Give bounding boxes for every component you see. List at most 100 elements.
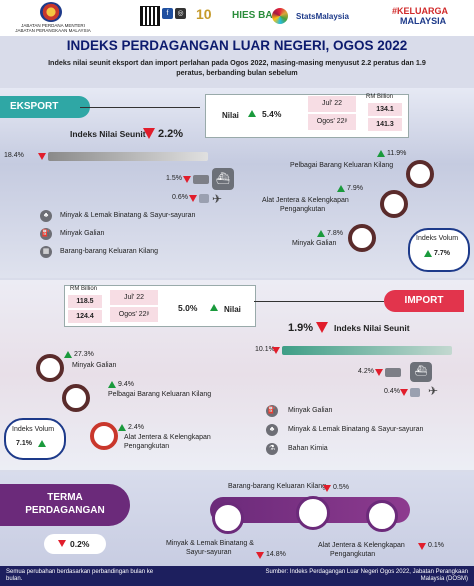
export-right2-item-a: Alat Jentera & Kelengkapan	[262, 197, 349, 204]
export-bar2-down-icon	[183, 176, 191, 183]
import-nilai-label: Nilai	[224, 305, 241, 314]
import-left2-pct: 9.4%	[118, 381, 134, 388]
import-ins-down-icon	[316, 322, 328, 333]
import-bar3	[410, 388, 420, 397]
import-oil-icon: ⛽	[266, 405, 278, 417]
export-volume-pct: 7.7%	[434, 250, 450, 257]
import-divider	[254, 301, 384, 302]
footer-source-2: Malaysia (DOSM)	[240, 576, 468, 583]
import-month1: Jul' 22	[110, 290, 158, 305]
export-right2-up-icon	[337, 185, 345, 192]
export-ins-label: Indeks Nilai Seunit	[70, 129, 146, 139]
terms-item1-a: Minyak & Lemak Binatang &	[166, 540, 254, 547]
export-donut-oil-icon	[348, 224, 376, 252]
subtitle-line-2: peratus, berbanding bulan sebelum	[20, 68, 454, 78]
import-left3-item-a: Alat Jentera & Kelengkapan	[124, 434, 211, 441]
export-month2: Ogos' 22ᵖ	[308, 114, 356, 130]
page-title: INDEKS PERDAGANGAN LUAR NEGERI, OGOS 202…	[0, 38, 474, 53]
import-bar2	[385, 368, 401, 377]
export-right3-up-icon	[317, 230, 325, 237]
import-bar3-down-icon	[400, 389, 408, 396]
export-bar2	[193, 175, 209, 184]
import-left3-item-b: Pengangkutan	[124, 443, 169, 450]
import-volume-badge	[4, 418, 66, 460]
import-palm-oil-icon: ♣	[266, 424, 278, 436]
import-left3-pct: 2.4%	[128, 424, 144, 431]
ship-icon: ⛴	[212, 168, 234, 190]
footer-source-1: Sumber: Indeks Perdagangan Luar Negeri O…	[240, 569, 468, 576]
export-right2-pct: 7.9%	[347, 185, 363, 192]
import-left3-up-icon	[118, 424, 126, 431]
export-volume-up-icon	[424, 250, 432, 257]
import-bar3-pct: 0.4%	[384, 388, 400, 395]
terms-item2-b: Pengangkutan	[330, 551, 375, 558]
export-ins-pct: 2.2%	[158, 128, 183, 140]
sdg-wheel-icon	[272, 8, 288, 24]
hies-label: HIES BA	[232, 10, 273, 21]
terms-top-pct: 0.5%	[333, 484, 349, 491]
import-donut-machine-icon	[90, 422, 118, 450]
export-right1-up-icon	[377, 150, 385, 157]
import-volume-label: Indeks Volum	[12, 426, 54, 433]
footer: Semua perubahan berdasarkan perbandingan…	[0, 566, 474, 586]
export-month1: Jul' 22	[308, 96, 356, 112]
dept-line-2: JABATAN PERANGKAAN MALAYSIA	[8, 28, 98, 33]
terms-item2-a: Alat Jentera & Kelengkapan	[318, 542, 405, 549]
import-legend1: Minyak Galian	[288, 407, 332, 414]
import-val2: 124.4	[68, 310, 102, 323]
export-bar3-down-icon	[189, 195, 197, 202]
import-month2: Ogos' 22ᵖ	[110, 307, 158, 322]
facebook-icon[interactable]: f	[162, 8, 173, 19]
import-bar1-down-icon	[272, 347, 280, 354]
export-right3-item: Minyak Galian	[292, 240, 336, 247]
export-volume-label: Indeks Volum	[416, 235, 458, 242]
anniversary-logo-icon: 10	[196, 6, 224, 28]
footer-note: Semua perubahan berdasarkan perbandingan…	[6, 569, 153, 583]
stats-malaysia-logo: StatsMalaysia	[296, 12, 349, 21]
export-bar3-pct: 0.6%	[172, 194, 188, 201]
export-legend2: Minyak Galian	[60, 230, 104, 237]
factory-icon: ▦	[40, 246, 52, 258]
export-bar1	[48, 152, 208, 161]
footer-source: Sumber: Indeks Perdagangan Luar Negeri O…	[240, 569, 468, 583]
stats-label: StatsMalaysia	[296, 12, 349, 21]
import-val1: 118.5	[68, 295, 102, 308]
terms-top-item: Barang-barang Keluaran Kilang	[228, 483, 326, 490]
terms-factory-circle-icon	[296, 496, 330, 530]
social-media-icon[interactable]: ◎	[175, 8, 186, 19]
import-tag: IMPORT	[384, 290, 464, 312]
import-legend3: Bahan Kimia	[288, 445, 328, 452]
terms-item2-down-icon	[418, 543, 426, 550]
export-divider	[80, 107, 200, 108]
export-nilai-up-icon	[248, 110, 256, 117]
chemical-icon: ⚗	[266, 443, 278, 455]
import-plane-icon: ✈	[428, 384, 448, 396]
qr-code-icon[interactable]	[140, 6, 160, 26]
terms-tag-line-1: TERMA	[0, 491, 130, 504]
export-donut-factory-icon	[406, 160, 434, 188]
export-ins-down-icon	[143, 128, 155, 139]
export-right2-item-b: Pengangkutan	[280, 206, 325, 213]
import-donut-oil-icon	[36, 354, 64, 382]
import-rm-label: RM Billion	[70, 286, 97, 292]
terms-tag: TERMA PERDAGANGAN	[0, 484, 130, 526]
footer-note-2: bulan.	[6, 576, 153, 583]
import-bar2-down-icon	[375, 369, 383, 376]
terms-machine-circle-icon	[366, 500, 398, 532]
export-tag: EKSPORT	[0, 96, 90, 118]
import-nilai-pct: 5.0%	[178, 303, 197, 313]
terms-main-down-icon	[58, 540, 66, 547]
page-subtitle: Indeks nilai seunit eksport dan import p…	[20, 58, 454, 78]
export-nilai-label: Nilai	[222, 111, 239, 120]
import-volume-up-icon	[38, 440, 46, 447]
department-name: JABATAN PERDANA MENTERI JABATAN PERANGKA…	[8, 23, 98, 33]
import-ins-label: Indeks Nilai Seunit	[334, 323, 410, 333]
malaysia-crest-icon	[40, 2, 62, 22]
export-bar2-pct: 1.5%	[166, 175, 182, 182]
terms-main-pct: 0.2%	[70, 539, 89, 549]
oil-icon: ⛽	[40, 228, 52, 240]
export-legend3: Barang-barang Keluaran Kilang	[60, 248, 158, 255]
subtitle-line-1: Indeks nilai seunit eksport dan import p…	[20, 58, 454, 68]
export-val1: 134.1	[368, 103, 402, 116]
import-left2-item: Pelbagai Barang Keluaran Kilang	[108, 391, 211, 398]
